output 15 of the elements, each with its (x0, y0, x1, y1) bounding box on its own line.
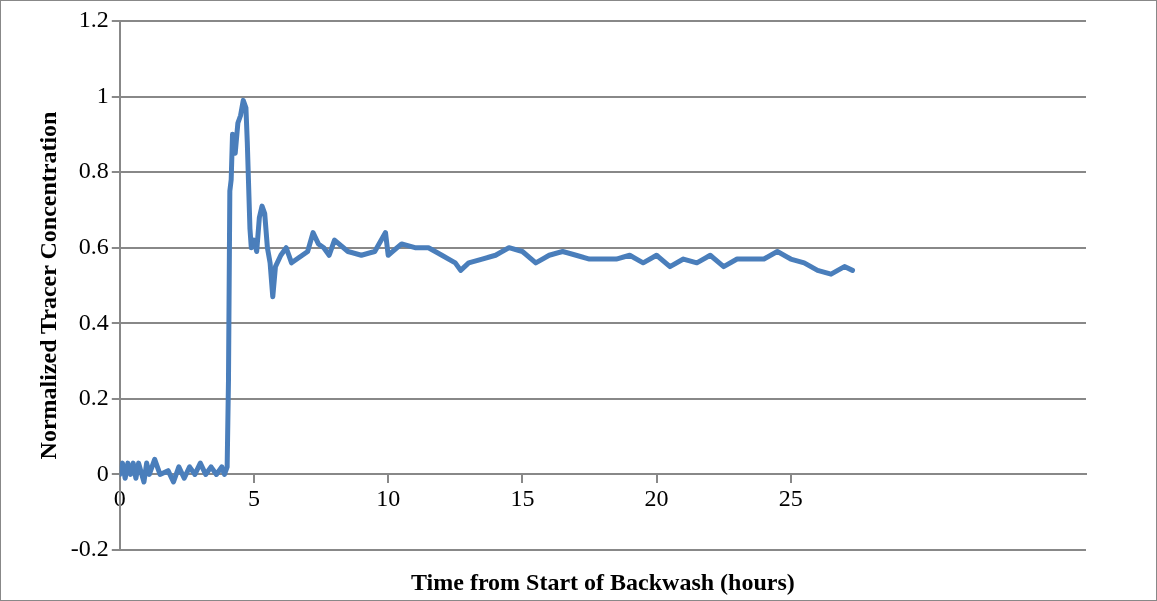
x-tick-label: 5 (247, 485, 260, 512)
y-axis-title: Normalized Tracer Concentration (34, 111, 61, 460)
y-tick-label: 0.6 (78, 233, 109, 260)
y-tick-label: 0 (96, 459, 109, 486)
x-tick-label: 25 (778, 485, 803, 512)
y-tick-label: 0.2 (78, 384, 109, 411)
y-tick-label: 1.2 (78, 6, 109, 33)
x-axis-title: Time from Start of Backwash (hours) (411, 569, 795, 596)
y-tick-label: 1 (96, 81, 109, 108)
y-tick-label: 0.8 (78, 157, 109, 184)
x-tick-label: 20 (644, 485, 669, 512)
x-tick-label: 10 (376, 485, 401, 512)
y-tick-label: 0.4 (78, 308, 109, 335)
x-tick-label: 15 (510, 485, 535, 512)
y-tick-label: -0.2 (70, 535, 109, 562)
